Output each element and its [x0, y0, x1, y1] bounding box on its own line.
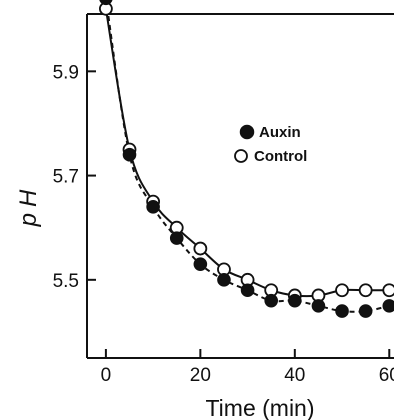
legend: Auxin Control: [234, 124, 307, 165]
x-tick-label: 0: [101, 365, 112, 386]
ticks-layer: 5.5 5.7 5.9 0 20 40 60: [53, 62, 394, 386]
auxin-data-point: [288, 293, 302, 308]
y-tick-label: 5.7: [53, 167, 79, 188]
legend-control-marker: [234, 149, 248, 163]
x-tick-label: 40: [284, 365, 305, 386]
x-tick-label: 20: [190, 365, 211, 386]
auxin-data-point: [217, 273, 231, 287]
legend-control-label: Control: [254, 148, 307, 165]
control-data-point: [382, 283, 394, 298]
legend-auxin-label: Auxin: [259, 124, 301, 141]
auxin-data-point: [122, 147, 137, 162]
auxin-data-point: [335, 304, 349, 318]
control-data-point: [193, 241, 208, 256]
control-series-line: [104, 8, 390, 298]
y-axis-title: pH: [15, 184, 42, 228]
y-tick-label: 5.9: [53, 62, 79, 83]
auxin-data-point: [169, 231, 184, 245]
series-markers: [98, 0, 394, 318]
x-axis-title: Time (min): [205, 395, 314, 420]
auxin-data-point: [358, 304, 373, 318]
control-data-point: [358, 283, 373, 298]
x-tick-label: 60: [379, 365, 394, 386]
auxin-data-point: [146, 200, 160, 214]
control-data-point: [335, 283, 349, 298]
y-tick-label: 5.5: [53, 271, 79, 292]
auxin-data-point: [264, 293, 278, 308]
legend-auxin-marker: [239, 124, 255, 140]
auxin-data-point: [99, 0, 113, 6]
auxin-data-point: [240, 283, 255, 298]
auxin-data-point: [193, 257, 208, 271]
auxin-data-point: [382, 299, 394, 313]
auxin-data-point: [311, 299, 326, 313]
